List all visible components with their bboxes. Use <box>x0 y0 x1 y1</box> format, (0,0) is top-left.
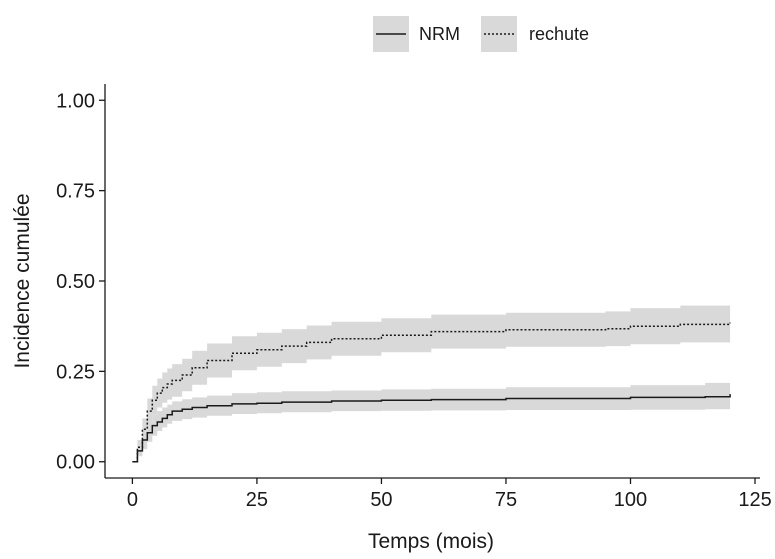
x-tick-label: 75 <box>495 489 517 511</box>
legend-label-rechute: rechute <box>529 24 589 44</box>
y-tick-label: 0.75 <box>56 181 95 203</box>
y-tick-label: 0.00 <box>56 452 95 474</box>
x-tick-label: 125 <box>738 489 771 511</box>
confidence-band-rechute <box>132 303 731 462</box>
legend-key-rechute <box>481 16 517 52</box>
x-tick-label: 100 <box>614 489 647 511</box>
x-tick-label: 50 <box>370 489 392 511</box>
x-axis-title: Temps (mois) <box>368 530 494 553</box>
series-lines <box>132 322 731 463</box>
y-axis-ticks: 0.00 0.25 0.50 0.75 1.00 <box>56 90 105 474</box>
confidence-band-nrm <box>132 377 731 462</box>
x-axis-ticks: 0 25 50 75 100 125 <box>127 478 772 511</box>
series-line-rechute <box>132 322 731 463</box>
legend-item-nrm: NRM <box>373 16 460 52</box>
legend-label-nrm: NRM <box>419 24 460 44</box>
series-line-nrm <box>132 394 731 463</box>
y-tick-label: 0.50 <box>56 271 95 293</box>
plot-area <box>132 303 731 463</box>
y-axis-title: Incidence cumulée <box>11 193 34 368</box>
x-tick-label: 0 <box>127 489 138 511</box>
confidence-bands <box>132 303 731 462</box>
legend-item-rechute: rechute <box>481 16 589 52</box>
y-tick-label: 0.25 <box>56 361 95 383</box>
y-tick-label: 1.00 <box>56 90 95 112</box>
legend: NRM rechute <box>373 16 589 52</box>
x-tick-label: 25 <box>246 489 268 511</box>
